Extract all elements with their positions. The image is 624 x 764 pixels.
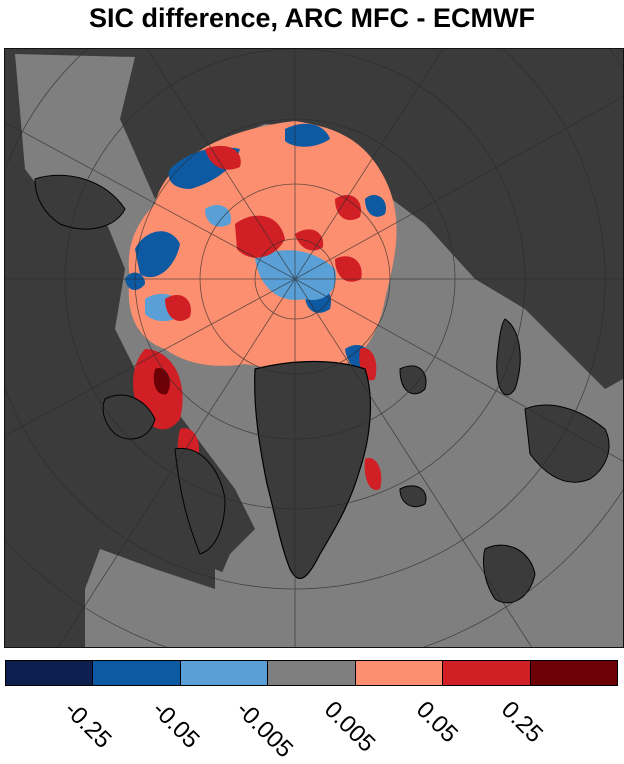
alaska-land xyxy=(34,174,126,230)
colorbar-segment xyxy=(443,661,531,685)
colorbar-segment xyxy=(93,661,181,685)
positive-difference-patches xyxy=(133,145,382,490)
canadian-archipelago xyxy=(102,394,156,440)
colorbar-segment xyxy=(530,661,617,685)
eurasia-land xyxy=(524,404,610,483)
graticule xyxy=(5,49,623,647)
baffin-island xyxy=(174,447,226,555)
colorbar-tick-label: 0.25 xyxy=(495,696,549,749)
greenland xyxy=(254,360,372,579)
svalbard xyxy=(399,365,427,395)
polar-map-canvas xyxy=(5,49,623,647)
novaya-zemlya xyxy=(496,318,521,396)
polar-map xyxy=(4,48,624,648)
colorbar xyxy=(5,660,618,686)
colorbar-tick-label: 0.05 xyxy=(410,696,464,749)
colorbar-tick-label: 0.005 xyxy=(318,696,381,758)
colorbar-tick-label: -0.005 xyxy=(230,696,299,764)
colorbar-segment xyxy=(268,661,356,685)
colorbar-tick-label: -0.05 xyxy=(146,696,205,754)
scandinavia xyxy=(482,544,536,604)
colorbar-segment xyxy=(180,661,269,685)
colorbar-segment xyxy=(6,661,94,685)
colorbar-segment xyxy=(355,661,444,685)
colorbar-tick-label: -0.25 xyxy=(58,696,117,754)
iceland xyxy=(399,485,427,508)
map-title: SIC difference, ARC MFC - ECMWF xyxy=(88,3,535,33)
